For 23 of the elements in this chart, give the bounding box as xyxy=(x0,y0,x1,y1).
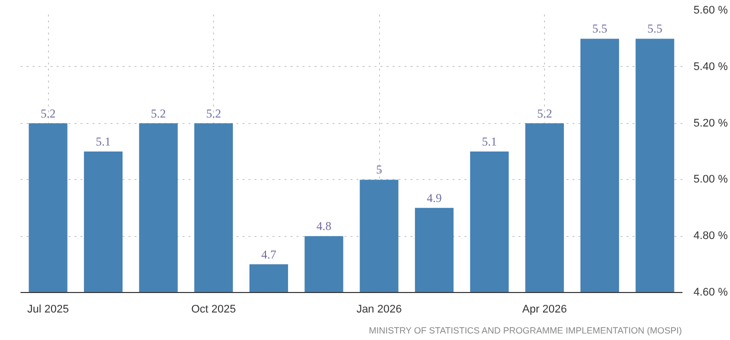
y-tick-label: 5.00 % xyxy=(694,174,728,186)
y-tick-label: 5.20 % xyxy=(694,117,728,130)
data-label: 5.5 xyxy=(592,22,608,36)
text: MINISTRY OF STATISTICS AND PROGRAMME IMPLEMENTATION (MOSPI) xyxy=(368,326,682,336)
data-label: 5.1 xyxy=(482,134,497,148)
data-label: 5.2 xyxy=(206,106,222,120)
data-label: 5.1 xyxy=(96,134,111,148)
x-tick-label: Jan 2026 xyxy=(356,304,402,316)
data-label: 4.7 xyxy=(261,247,276,262)
data-label: 5 xyxy=(376,162,382,177)
data-label: 5.5 xyxy=(647,22,662,36)
y-tick-label: 4.60 % xyxy=(694,286,728,298)
y-tick-label: 4.80 % xyxy=(694,230,728,242)
data-label: 4.9 xyxy=(426,190,442,205)
data-label: 4.8 xyxy=(316,219,332,234)
x-tick-label: Jul 2025 xyxy=(27,304,69,316)
data-label: 5.2 xyxy=(537,106,552,120)
x-tick-label: Oct 2025 xyxy=(191,304,236,316)
data-label: 5.2 xyxy=(150,106,166,120)
data-label: 5.2 xyxy=(40,106,56,120)
x-tick-label: Apr 2026 xyxy=(522,304,567,316)
y-tick-label: 5.40 % xyxy=(694,60,728,73)
y-tick-label: 5.60 % xyxy=(694,4,728,16)
